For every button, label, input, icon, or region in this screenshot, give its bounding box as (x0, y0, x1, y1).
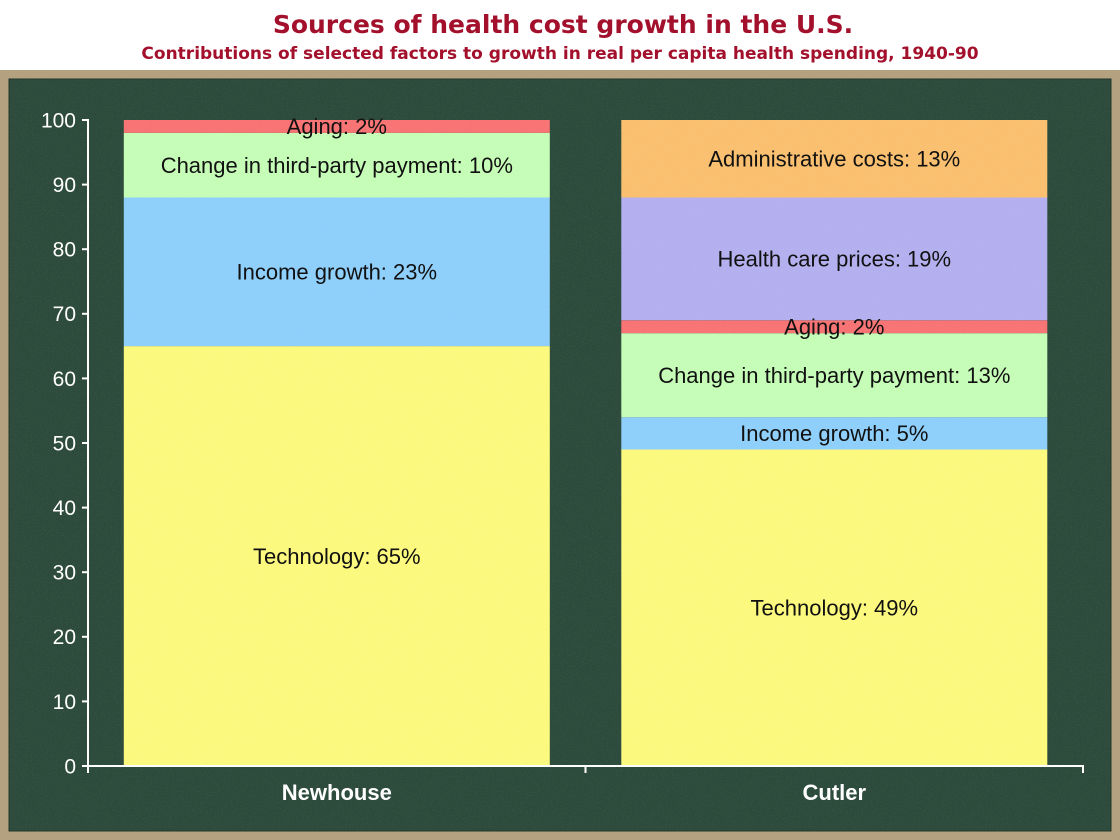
y-tick-label: 30 (53, 562, 76, 585)
segment-label-newhouse-change-in-third-party-payment: Change in third-party payment: 10% (161, 153, 513, 178)
segment-label-cutler-aging: Aging: 2% (784, 314, 884, 339)
segment-labels: Technology: 65% Income growth: 23% Change … (161, 114, 1011, 620)
y-tick-label: 0 (64, 755, 76, 778)
segment-label-newhouse-aging: Aging: 2% (287, 114, 387, 139)
chart-title: Sources of health cost growth in the U.S… (273, 10, 853, 39)
segment-label-cutler-health-care-prices: Health care prices: 19% (718, 247, 952, 272)
x-ticks (87, 766, 1084, 773)
segment-label-newhouse-technology: Technology: 65% (253, 544, 421, 569)
segment-label-cutler-administrative-costs: Administrative costs: 13% (708, 147, 960, 172)
y-tick-label: 80 (53, 239, 76, 262)
segment-label-cutler-technology: Technology: 49% (751, 595, 919, 620)
y-tick-label: 50 (53, 432, 76, 455)
segment-label-cutler-change-in-third-party-payment: Change in third-party payment: 13% (658, 363, 1010, 388)
y-tick-label: 60 (53, 368, 76, 391)
chart-subtitle: Contributions of selected factors to gro… (141, 44, 978, 64)
y-tick-label: 20 (53, 626, 76, 649)
category-labels: Newhouse Cutler (282, 780, 867, 805)
y-tick-label: 10 (53, 691, 76, 714)
segment-label-newhouse-income-growth: Income growth: 23% (237, 260, 438, 285)
y-tick-label: 100 (41, 109, 76, 132)
y-tick-label: 40 (53, 497, 76, 520)
segment-label-cutler-income-growth: Income growth: 5% (740, 421, 928, 446)
y-tick-label: 90 (53, 174, 76, 197)
y-tick-label: 70 (53, 303, 76, 326)
x-tick-label-cutler: Cutler (803, 780, 867, 805)
y-ticks: 0 10 20 30 40 50 60 70 80 90 100 (41, 109, 88, 778)
x-tick-label-newhouse: Newhouse (282, 780, 392, 805)
